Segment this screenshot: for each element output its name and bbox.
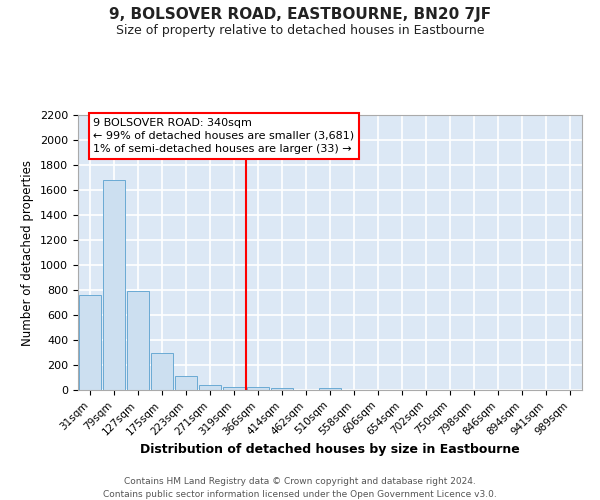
Y-axis label: Number of detached properties: Number of detached properties [22, 160, 34, 346]
Bar [247, 387, 269, 390]
Text: 9, BOLSOVER ROAD, EASTBOURNE, BN20 7JF: 9, BOLSOVER ROAD, EASTBOURNE, BN20 7JF [109, 8, 491, 22]
Text: Distribution of detached houses by size in Eastbourne: Distribution of detached houses by size … [140, 442, 520, 456]
Bar [271, 388, 293, 390]
Bar [103, 180, 125, 390]
Text: Contains HM Land Registry data © Crown copyright and database right 2024.: Contains HM Land Registry data © Crown c… [124, 478, 476, 486]
Bar [151, 352, 173, 390]
Bar [223, 387, 245, 390]
Bar [127, 291, 149, 390]
Text: Size of property relative to detached houses in Eastbourne: Size of property relative to detached ho… [116, 24, 484, 37]
Bar [319, 388, 341, 390]
Bar [175, 376, 197, 390]
Text: 9 BOLSOVER ROAD: 340sqm
← 99% of detached houses are smaller (3,681)
1% of semi-: 9 BOLSOVER ROAD: 340sqm ← 99% of detache… [93, 118, 354, 154]
Text: Contains public sector information licensed under the Open Government Licence v3: Contains public sector information licen… [103, 490, 497, 499]
Bar [199, 385, 221, 390]
Bar [79, 295, 101, 390]
